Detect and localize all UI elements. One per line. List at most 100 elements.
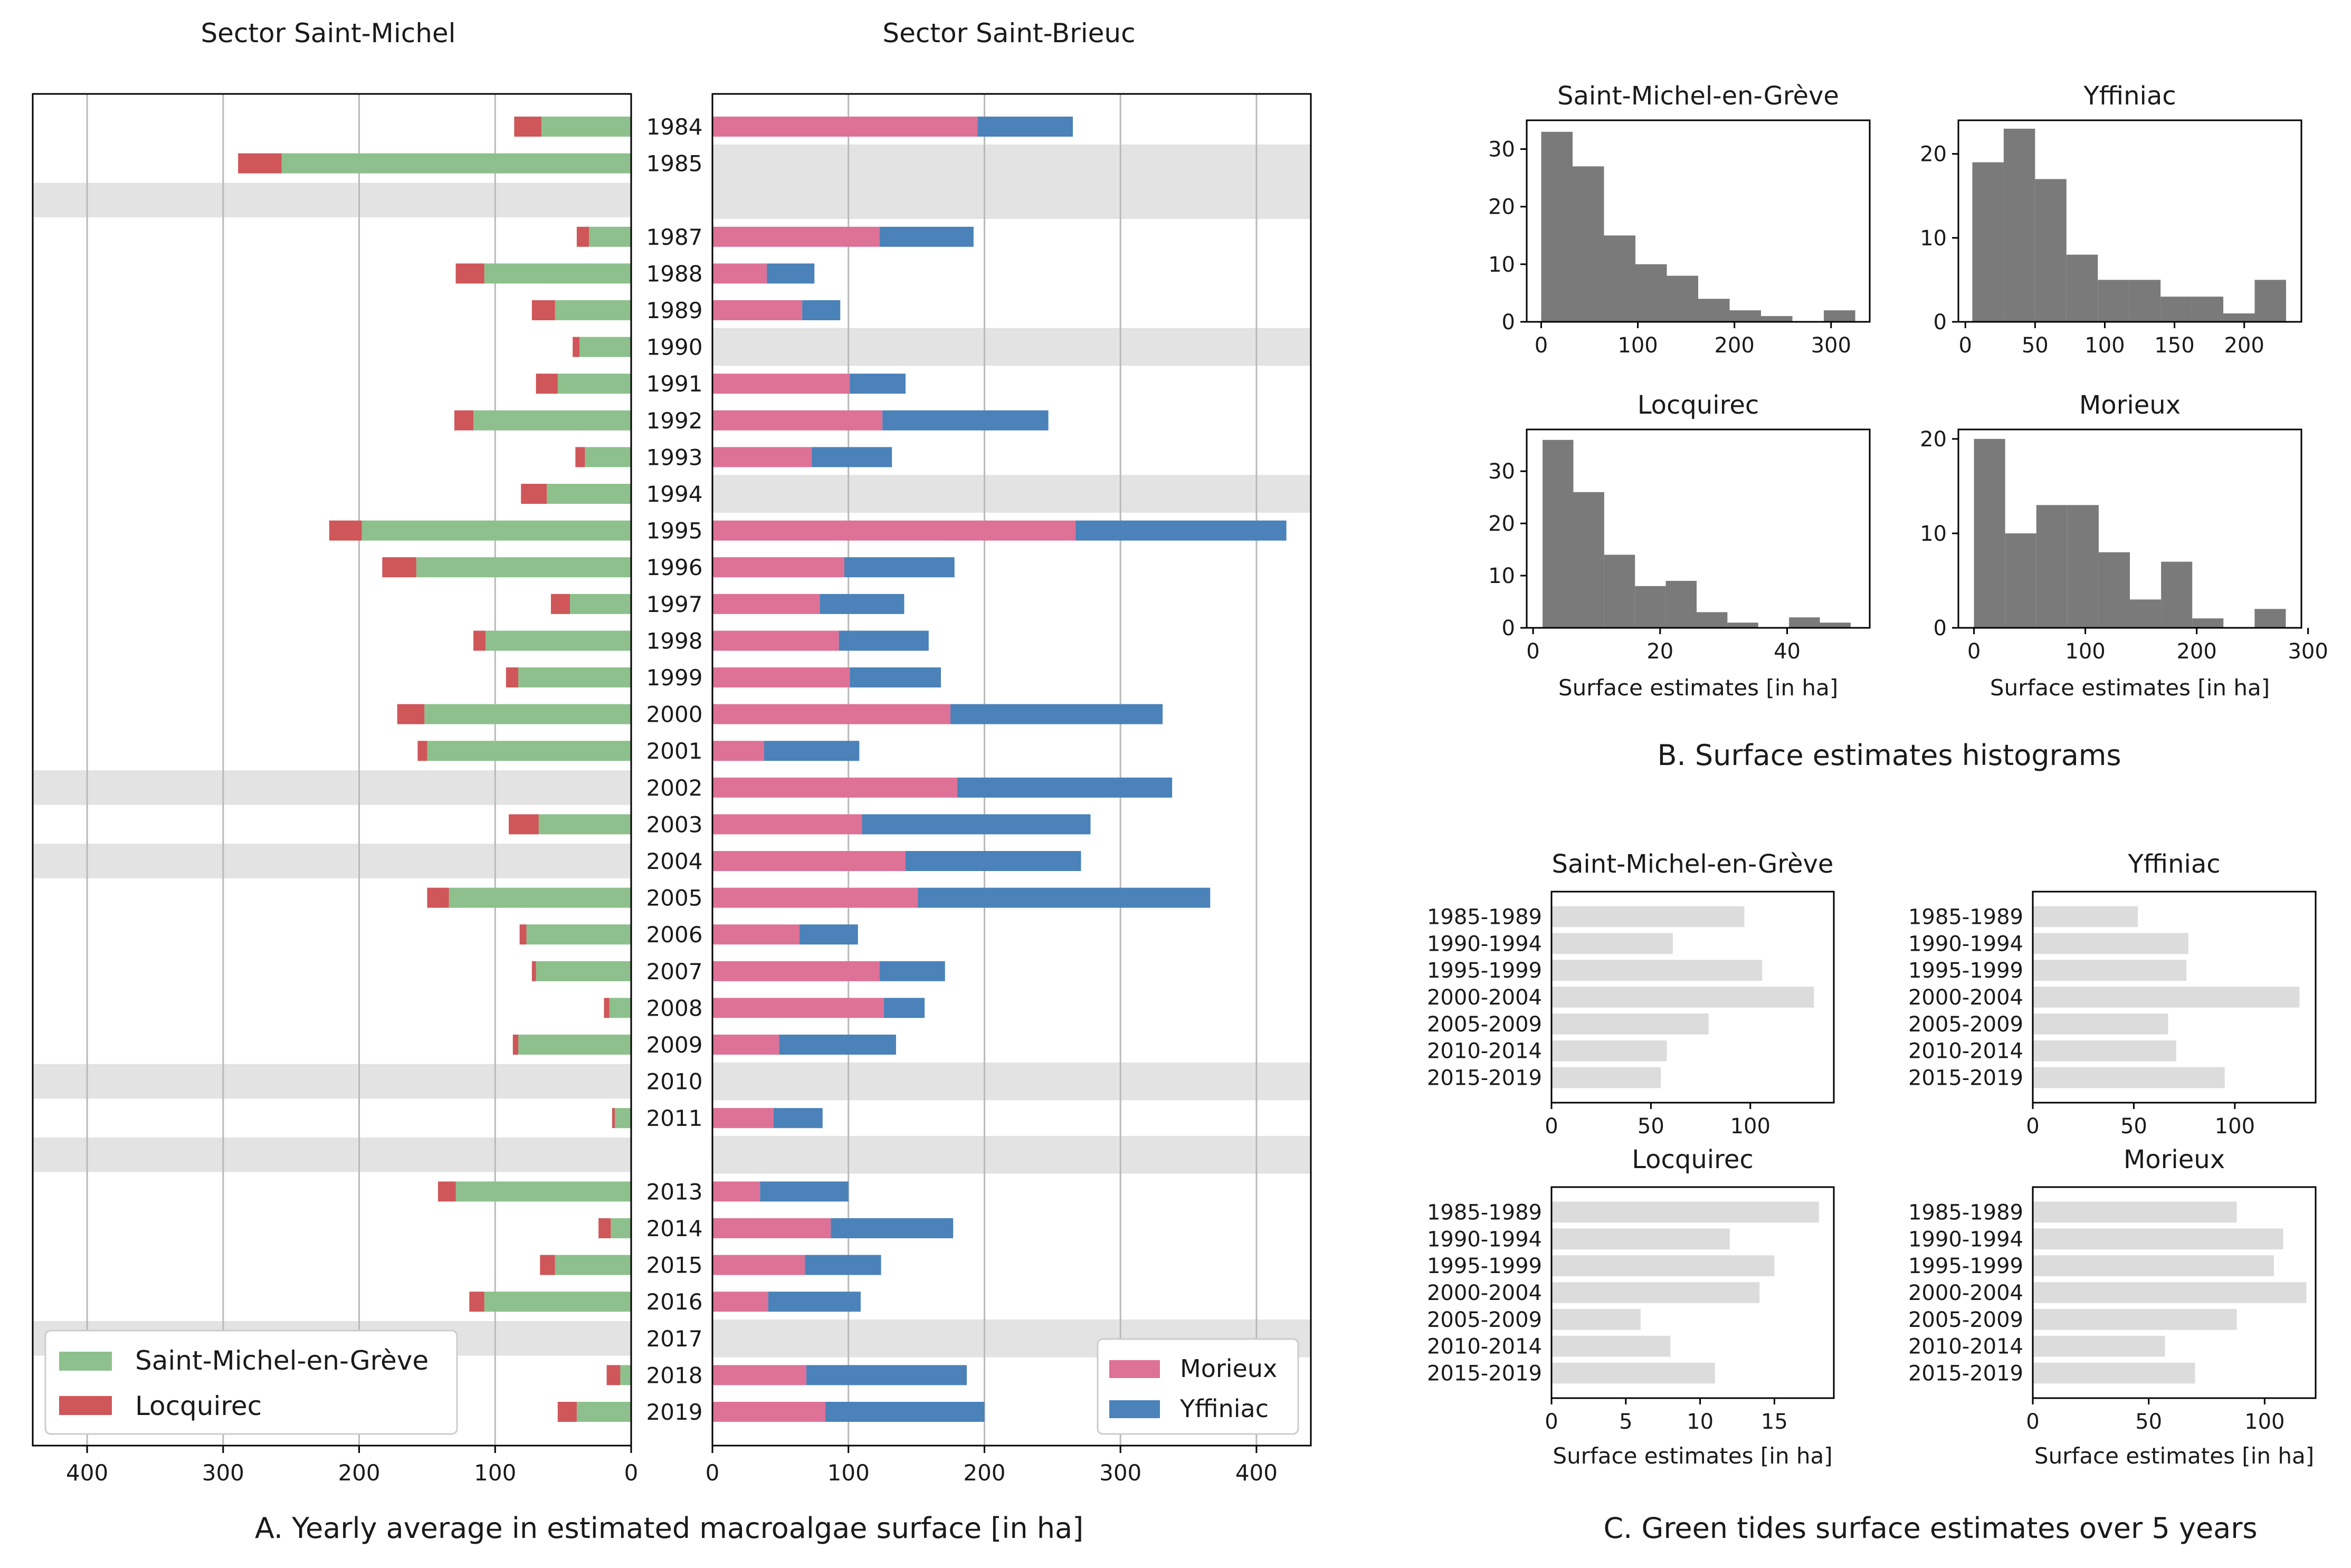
histogram-bin: [2254, 609, 2286, 628]
year-label: 1990: [646, 334, 703, 360]
histogram-bin: [2098, 280, 2129, 322]
x-tick-label: 0: [1526, 639, 1539, 664]
histogram-bin: [2035, 179, 2067, 322]
x-tick-label: 100: [2065, 639, 2105, 664]
x-tick-label: 100: [827, 1460, 870, 1486]
missing-year-band: [712, 181, 1311, 219]
year-label: 1998: [646, 628, 703, 654]
category-label: 2000-2004: [1908, 986, 2023, 1010]
bar-locquirec: [536, 374, 558, 394]
x-tick-label: 100: [1730, 1114, 1771, 1139]
year-label: 1987: [646, 224, 703, 250]
category-label: 2010-2014: [1908, 1335, 2023, 1359]
histogram-frame: [1526, 428, 1871, 629]
year-label: 2018: [646, 1362, 703, 1388]
period-bar: [1552, 1282, 1760, 1303]
bar-saint-michel-en-greve: [611, 1218, 631, 1238]
year-label: 2000: [646, 702, 703, 728]
year-labels-column: 1984 1985 1987 1988 1989 1990 1991 1992 1993 1994…: [646, 114, 703, 1425]
category-label: 1985-1989: [1908, 905, 2023, 929]
histogram-title: Saint-Michel-en-Grève: [1557, 81, 1839, 111]
x-tick-label: 200: [2224, 333, 2264, 358]
right-panel-title: Sector Saint-Brieuc: [882, 18, 1135, 49]
x-tick-label: 0: [2026, 1114, 2039, 1139]
histogram-bin: [2067, 505, 2099, 628]
period-bar: [2033, 1067, 2225, 1088]
bar-saint-michel-en-greve: [555, 1255, 631, 1275]
bar-morieux: [712, 887, 918, 908]
x-tick-label: 100: [1617, 333, 1658, 358]
x-tick-label: 0: [1535, 333, 1548, 358]
bar-locquirec: [469, 1292, 484, 1312]
bar-yffiniac: [882, 410, 1049, 431]
year-label: 2014: [646, 1216, 703, 1241]
period-bar: [1552, 1362, 1715, 1384]
bar-locquirec: [575, 447, 585, 467]
bar-morieux: [712, 704, 951, 724]
year-label: 2003: [646, 811, 703, 837]
bar-saint-michel-en-greve: [615, 1108, 631, 1129]
left-panel-title: Sector Saint-Michel: [201, 18, 455, 49]
period-bar: [1552, 1067, 1661, 1088]
bar-locquirec: [531, 961, 536, 981]
histogram-bin: [2003, 128, 2035, 322]
bar-yffiniac: [844, 557, 955, 578]
period-bar: [2033, 1228, 2283, 1250]
period-bar: [2033, 1255, 2274, 1276]
bar-yffiniac: [839, 630, 929, 651]
bar-saint-michel-en-greve: [547, 484, 631, 504]
bar-locquirec: [531, 300, 555, 320]
year-label: 1995: [646, 518, 703, 544]
year-label: 2004: [646, 848, 703, 874]
x-tick-label: 40: [1774, 639, 1801, 664]
bar-saint-michel-en-greve: [416, 557, 631, 578]
bar-yffiniac: [773, 1108, 823, 1129]
year-label: 2007: [646, 959, 703, 984]
bar-saint-michel-en-greve: [589, 226, 631, 247]
histogram-bin: [2005, 533, 2036, 628]
right-plot-frame: [711, 93, 1312, 1447]
bar-morieux: [712, 1402, 825, 1422]
bar-saint-michel-en-greve: [424, 704, 631, 724]
x-tick-label: 300: [202, 1460, 244, 1486]
bar-locquirec: [550, 594, 570, 614]
period-chart-frame: [2032, 1186, 2317, 1399]
year-label: 2017: [646, 1326, 703, 1352]
bar-yffiniac: [1075, 520, 1287, 541]
year-label: 2006: [646, 922, 703, 948]
bar-morieux: [712, 300, 803, 320]
x-tick-label: 20: [1646, 639, 1673, 664]
bar-locquirec: [438, 1181, 456, 1202]
bar-saint-michel-en-greve: [455, 1181, 631, 1202]
legend-label-morieux: Morieux: [1180, 1354, 1277, 1383]
year-label: 2013: [646, 1179, 703, 1204]
category-label: 2005-2009: [1427, 1012, 1542, 1037]
bar-morieux: [712, 630, 839, 651]
bar-locquirec: [506, 667, 519, 687]
period-chart-title: Locquirec: [1632, 1145, 1753, 1174]
bar-yffiniac: [850, 667, 941, 687]
bar-yffiniac: [880, 961, 945, 981]
bar-yffiniac: [768, 1292, 861, 1312]
bar-morieux: [712, 851, 906, 871]
y-tick-label: 30: [1488, 460, 1515, 484]
period-bar: [1552, 987, 1814, 1008]
x-tick-label: 5: [1619, 1410, 1632, 1434]
histogram-title: Morieux: [2079, 390, 2181, 420]
bar-saint-michel-en-greve: [449, 887, 631, 908]
bar-yffiniac: [880, 226, 974, 247]
panel-c-caption: C. Green tides surface estimates over 5 …: [1603, 1512, 2257, 1545]
category-label: 1985-1989: [1427, 905, 1542, 929]
category-label: 1990-1994: [1908, 1227, 2023, 1251]
bar-morieux: [712, 741, 764, 761]
legend-box: [44, 1330, 458, 1435]
y-tick-label: 10: [1920, 226, 1947, 251]
bar-locquirec: [512, 1035, 519, 1055]
bar-saint-michel-en-greve: [557, 374, 631, 394]
histogram-frame: [1957, 119, 2302, 323]
bar-morieux: [712, 1181, 760, 1202]
period-bar: [1552, 1335, 1671, 1357]
bar-yffiniac: [779, 1035, 896, 1055]
y-tick-label: 30: [1488, 138, 1515, 162]
